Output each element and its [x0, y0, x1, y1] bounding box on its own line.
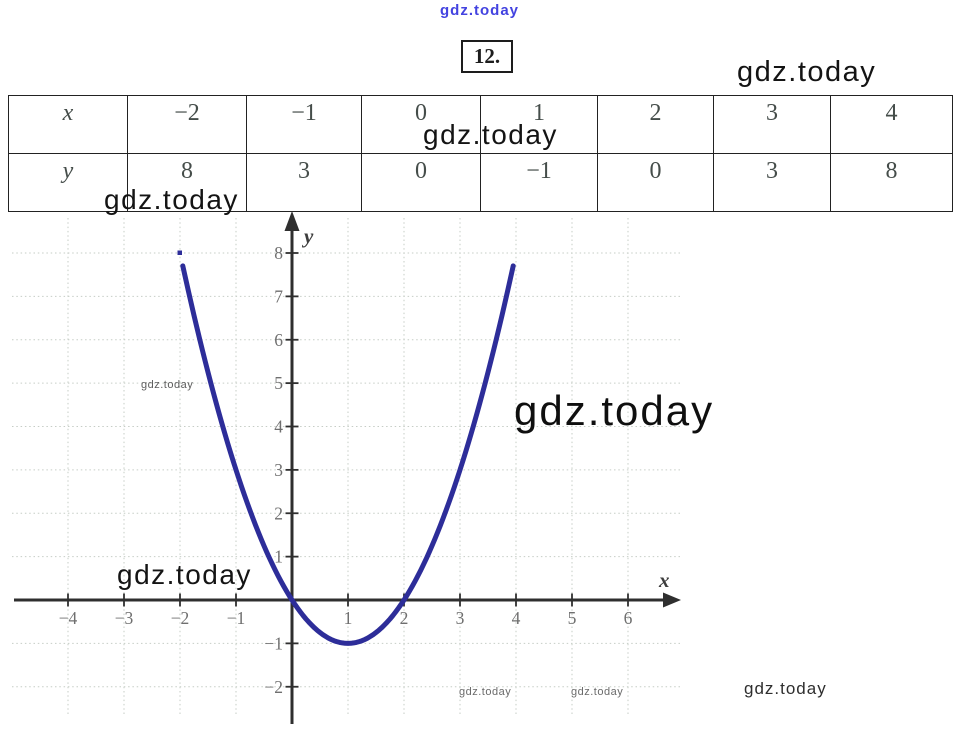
watermark: gdz.today: [117, 559, 252, 590]
table-cell: 8: [127, 153, 247, 212]
values-table: x −2 −1 0 1 2 3 4 y 8 3 0 −1 0 3 8: [8, 95, 953, 212]
watermark: gdz.today: [744, 679, 827, 698]
svg-text:−3: −3: [115, 608, 134, 628]
svg-text:6: 6: [274, 330, 283, 350]
site-link[interactable]: gdz.today: [440, 2, 519, 19]
problem-number-box: 12.: [461, 40, 513, 73]
svg-text:7: 7: [274, 286, 283, 306]
svg-text:8: 8: [274, 243, 283, 263]
svg-text:2: 2: [274, 503, 283, 523]
svg-text:−4: −4: [59, 608, 78, 628]
watermark: gdz.today: [423, 119, 558, 150]
svg-text:3: 3: [456, 608, 465, 628]
svg-text:1: 1: [344, 608, 353, 628]
table-cell: 4: [830, 95, 953, 154]
watermark: gdz.today: [571, 686, 624, 698]
row-header-x: x: [8, 95, 128, 154]
table-cell: 0: [361, 153, 481, 212]
table-row-y: y 8 3 0 −1 0 3 8: [8, 153, 953, 212]
svg-text:5: 5: [568, 608, 577, 628]
table-cell: 0: [597, 153, 714, 212]
table-cell: 8: [830, 153, 953, 212]
svg-text:4: 4: [274, 417, 283, 437]
watermark: gdz.today: [737, 56, 877, 88]
table-row-x: x −2 −1 0 1 2 3 4: [8, 95, 953, 154]
table-cell: 3: [246, 153, 362, 212]
svg-text:1: 1: [274, 547, 283, 567]
watermark: gdz.today: [459, 686, 512, 698]
svg-text:−2: −2: [264, 677, 283, 697]
table-cell: 3: [713, 95, 831, 154]
table-cell: 3: [713, 153, 831, 212]
table-cell: −1: [246, 95, 362, 154]
svg-text:6: 6: [624, 608, 633, 628]
svg-text:x: x: [658, 568, 670, 592]
function-graph: −4 −3 −2 −1 1 2 3 4 5 6 8 7 6 5 4 3 2 1 −1 −2 y x: [12, 211, 681, 724]
table-cell: −2: [127, 95, 247, 154]
row-header-y: y: [8, 153, 128, 212]
svg-text:−1: −1: [264, 633, 283, 653]
watermark: gdz.today: [104, 184, 239, 215]
watermark: gdz.today: [514, 387, 715, 434]
svg-text:5: 5: [274, 373, 283, 393]
svg-text:3: 3: [274, 460, 283, 480]
svg-text:−1: −1: [227, 608, 246, 628]
svg-text:y: y: [301, 224, 314, 248]
table-cell: −1: [480, 153, 598, 212]
svg-text:−2: −2: [171, 608, 190, 628]
svg-text:2: 2: [400, 608, 409, 628]
table-cell: 2: [597, 95, 714, 154]
svg-text:4: 4: [512, 608, 521, 628]
problem-number: 12.: [473, 44, 501, 68]
watermark: gdz.today: [141, 379, 194, 391]
